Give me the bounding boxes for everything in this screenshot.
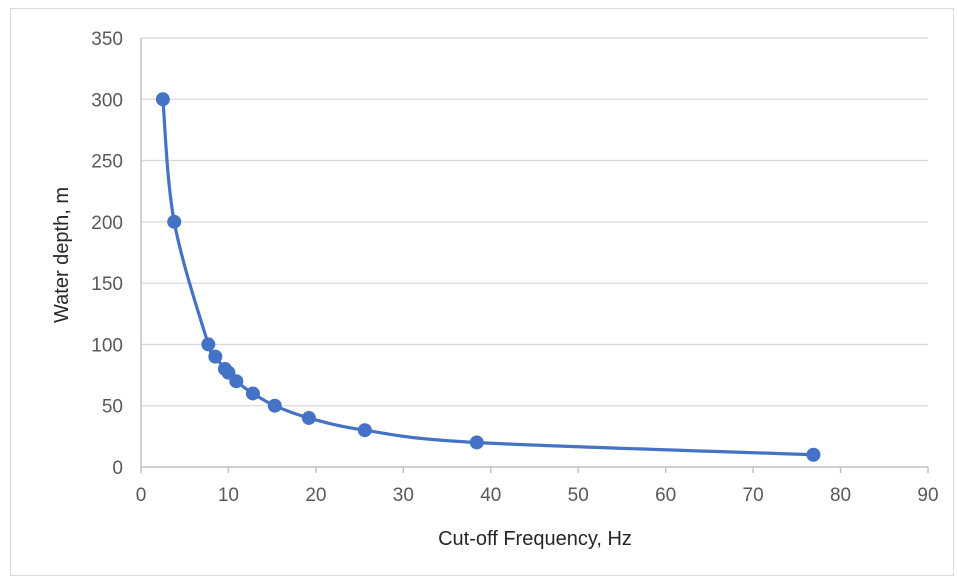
x-tick-label: 10 [218, 485, 239, 506]
data-point [469, 435, 484, 450]
data-point [208, 349, 223, 364]
x-tick-label: 30 [393, 485, 414, 506]
y-tick-label: 200 [91, 213, 123, 234]
x-tick-label: 70 [743, 485, 764, 506]
data-point [167, 214, 182, 229]
x-tick-labels: 0 10 20 30 40 50 60 70 80 90 [136, 485, 939, 506]
data-point [267, 398, 282, 413]
x-tick-label: 90 [917, 485, 938, 506]
data-point [229, 374, 244, 389]
gridlines [141, 37, 928, 407]
data-points [155, 92, 821, 462]
data-point [201, 337, 216, 352]
y-tick-label: 100 [91, 335, 123, 356]
data-point [806, 447, 821, 462]
x-tick-label: 0 [136, 485, 147, 506]
series-line [161, 99, 814, 457]
y-tick-labels: 0 50 100 150 200 250 300 350 [91, 29, 123, 479]
axes [140, 38, 929, 473]
data-point [155, 92, 170, 107]
x-tick-label: 20 [305, 485, 326, 506]
y-axis-title: Water depth, m [51, 187, 73, 323]
x-tick-label: 60 [655, 485, 676, 506]
y-tick-label: 50 [102, 397, 123, 418]
y-tick-label: 150 [91, 274, 123, 295]
y-tick-label: 350 [91, 29, 123, 50]
x-axis-title: Cut-off Frequency, Hz [438, 528, 632, 550]
y-tick-label: 250 [91, 152, 123, 173]
data-point [357, 423, 372, 438]
x-tick-label: 50 [568, 485, 589, 506]
data-point [301, 410, 316, 425]
x-tick-label: 40 [480, 485, 501, 506]
y-tick-label: 0 [112, 458, 123, 479]
x-tick-label: 80 [830, 485, 851, 506]
y-tick-label: 300 [91, 90, 123, 111]
data-point [245, 386, 260, 401]
